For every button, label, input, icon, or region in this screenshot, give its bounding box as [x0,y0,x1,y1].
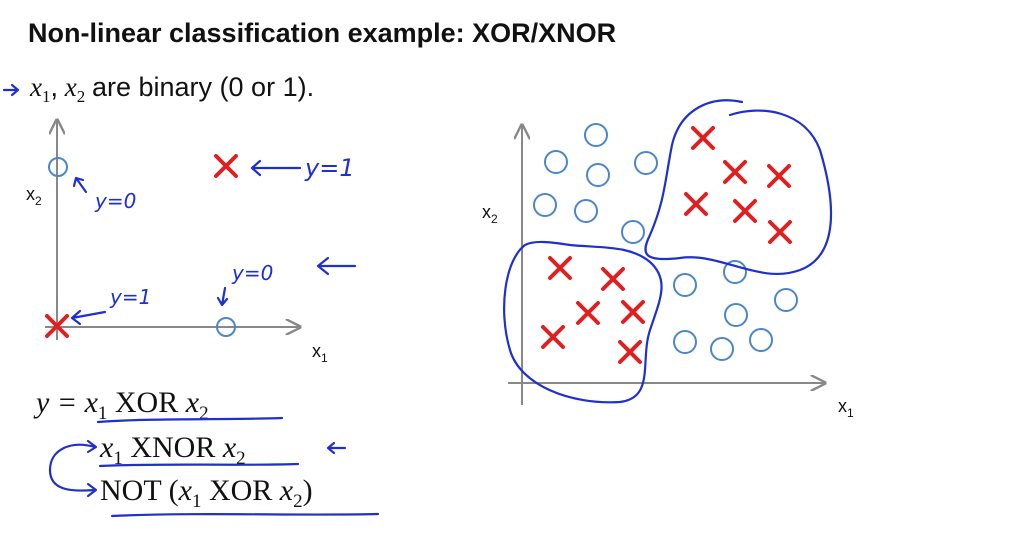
sub: 2 [491,212,498,226]
var: x [178,474,193,507]
op: XOR [115,386,178,419]
boundary [503,240,663,404]
var: x [99,431,114,464]
annotation: y=0 [94,189,136,213]
annotation: y=0 [231,261,273,285]
bullet: x1, x2 are binary (0 or 1). [29,72,314,108]
lhs: y = [33,386,77,419]
sub: 1 [321,351,328,365]
var: x [838,396,847,416]
op: XNOR [130,431,215,464]
sub: 2 [35,194,42,208]
y-axis-label: x2 [26,184,42,208]
x-axis-label: x1 [312,341,328,365]
var: x [185,386,200,419]
circles [533,123,798,361]
var: x [222,431,237,464]
equation: NOT (x1 XOR x2) [100,474,313,514]
sub: 2 [199,403,209,424]
var: x [64,72,77,102]
var: x [84,386,99,419]
sub: 1 [98,403,108,424]
text: are binary (0 or 1). [92,72,314,102]
sub: 2 [77,87,86,106]
equations: y = x1 XOR x2 x1 XNOR x2 NOT (x1 XOR x2) [33,386,313,514]
var: x [279,474,294,507]
sep: , [50,72,58,102]
annotation: y=1 [109,285,151,309]
right-plot: x2 x1 [482,99,854,420]
boundary [644,99,833,276]
sub: 1 [192,491,202,512]
var: x [29,72,42,102]
equation: x1 XNOR x2 [99,431,246,471]
suffix: ) [303,474,313,507]
sub: 1 [113,448,123,469]
equation: y = x1 XOR x2 [33,386,209,426]
title: Non-linear classification example: XOR/X… [28,18,616,48]
handwritten-marks [48,416,380,518]
var: x [26,184,35,204]
annotation: y=1 [304,154,355,182]
sub: 2 [236,448,246,469]
left-plot: x2 x1 y=0 y=1 y=1 y=0 [26,120,357,365]
op: XOR [209,474,272,507]
var: x [482,202,491,222]
sub: 1 [847,406,854,420]
y-axis-label: x2 [482,202,498,226]
var: x [312,341,321,361]
bullet-arrow [2,83,20,97]
sub: 1 [42,87,51,106]
prefix: NOT ( [100,474,179,507]
sub: 2 [293,491,303,512]
x-axis-label: x1 [838,396,854,420]
